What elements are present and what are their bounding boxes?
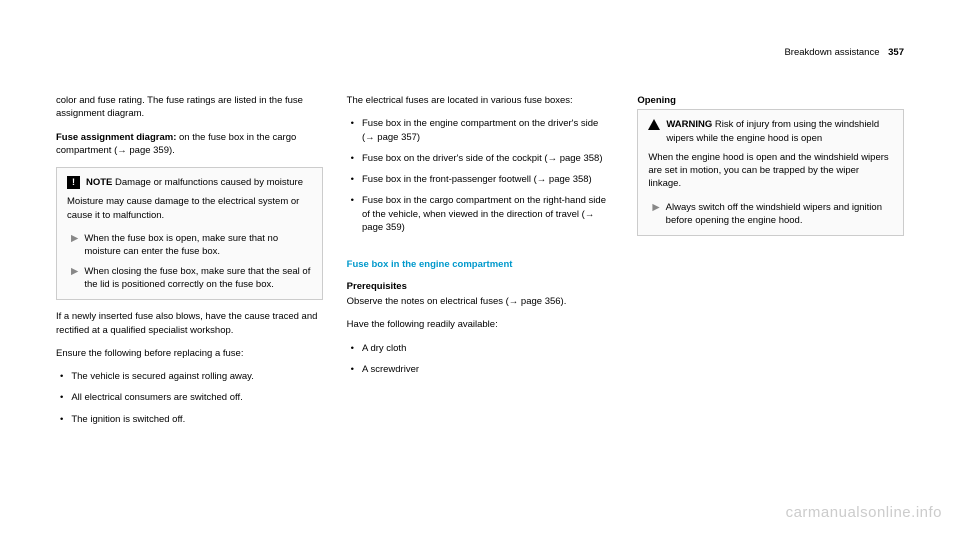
note-icon: ! xyxy=(67,176,80,189)
watermark: carmanualsonline.info xyxy=(786,502,942,523)
chevron-icon: ▶ xyxy=(652,201,659,228)
ready-list: • A dry cloth • A screwdriver xyxy=(347,342,614,377)
ready1-text: A dry cloth xyxy=(362,342,406,355)
loc2-text: Fuse box on the driver's side of the coc… xyxy=(362,152,603,165)
intro-para: color and fuse rating. The fuse ratings … xyxy=(56,94,323,121)
list-item: • Fuse box in the engine compartment on … xyxy=(347,117,614,144)
bullet-icon: • xyxy=(351,117,354,144)
loc3-text: Fuse box in the front-passenger footwell… xyxy=(362,173,592,186)
loc1-text: Fuse box in the engine compartment on th… xyxy=(362,117,613,144)
list-item: • A screwdriver xyxy=(347,363,614,376)
note-header: ! NOTE Damage or malfunctions caused by … xyxy=(67,176,312,189)
note-item-1: ▶ When the fuse box is open, make sure t… xyxy=(67,232,312,259)
warning-header: WARNING Risk of injury from using the wi… xyxy=(648,118,893,145)
assignment-label: Fuse assignment diagram: xyxy=(56,132,176,143)
bullet-icon: • xyxy=(351,363,354,376)
col2-intro: The electrical fuses are located in vari… xyxy=(347,94,614,107)
bullet-icon: • xyxy=(60,413,63,426)
note-body: Moisture may cause damage to the electri… xyxy=(67,195,312,222)
ensure3-text: The ignition is switched off. xyxy=(71,413,185,426)
warning-body: When the engine hood is open and the win… xyxy=(648,151,893,191)
ready-text: Have the following readily available: xyxy=(347,318,614,331)
note-item-2: ▶ When closing the fuse box, make sure t… xyxy=(67,265,312,292)
warning-item-text: Always switch off the windshield wipers … xyxy=(666,201,893,228)
warning-title: WARNING xyxy=(666,119,712,130)
column-1: color and fuse rating. The fuse ratings … xyxy=(56,94,323,436)
ensure2-text: All electrical consumers are switched of… xyxy=(71,391,242,404)
note-header-text: NOTE Damage or malfunctions caused by mo… xyxy=(86,176,303,189)
page-header: Breakdown assistance 357 xyxy=(784,46,904,59)
bullet-icon: • xyxy=(351,152,354,165)
list-item: • Fuse box in the front-passenger footwe… xyxy=(347,173,614,186)
content-columns: color and fuse rating. The fuse ratings … xyxy=(56,94,904,436)
ready2-text: A screwdriver xyxy=(362,363,419,376)
list-item: • A dry cloth xyxy=(347,342,614,355)
warning-box: WARNING Risk of injury from using the wi… xyxy=(637,109,904,236)
bullet-icon: • xyxy=(351,342,354,355)
bullet-icon: • xyxy=(60,370,63,383)
after-note-para: If a newly inserted fuse also blows, hav… xyxy=(56,310,323,337)
note-title-text: Damage or malfunctions caused by moistur… xyxy=(112,177,303,188)
prereq-text: Observe the notes on electrical fuses (→… xyxy=(347,295,614,308)
assignment-para: Fuse assignment diagram: on the fuse box… xyxy=(56,131,323,158)
header-page-number: 357 xyxy=(888,47,904,58)
list-item: • The ignition is switched off. xyxy=(56,413,323,426)
note-item1-text: When the fuse box is open, make sure tha… xyxy=(84,232,311,259)
header-section: Breakdown assistance xyxy=(784,47,879,58)
ensure-heading: Ensure the following before replacing a … xyxy=(56,347,323,360)
ensure1-text: The vehicle is secured against rolling a… xyxy=(71,370,254,383)
opening-heading: Opening xyxy=(637,94,904,107)
list-item: • Fuse box in the cargo compartment on t… xyxy=(347,194,614,234)
warning-header-text: WARNING Risk of injury from using the wi… xyxy=(666,118,893,145)
list-item: • The vehicle is secured against rolling… xyxy=(56,370,323,383)
note-item2-text: When closing the fuse box, make sure tha… xyxy=(84,265,311,292)
bullet-icon: • xyxy=(351,173,354,186)
column-3: Opening WARNING Risk of injury from usin… xyxy=(637,94,904,436)
fuse-box-heading: Fuse box in the engine compartment xyxy=(347,258,614,271)
note-box: ! NOTE Damage or malfunctions caused by … xyxy=(56,167,323,300)
loc4-text: Fuse box in the cargo compartment on the… xyxy=(362,194,613,234)
warning-item: ▶ Always switch off the windshield wiper… xyxy=(648,201,893,228)
prerequisites-label: Prerequisites xyxy=(347,280,614,293)
chevron-icon: ▶ xyxy=(71,265,78,292)
list-item: • Fuse box on the driver's side of the c… xyxy=(347,152,614,165)
ensure-list: • The vehicle is secured against rolling… xyxy=(56,370,323,426)
bullet-icon: • xyxy=(60,391,63,404)
chevron-icon: ▶ xyxy=(71,232,78,259)
location-list: • Fuse box in the engine compartment on … xyxy=(347,117,614,242)
note-title: NOTE xyxy=(86,177,112,188)
warning-triangle-icon xyxy=(648,119,660,130)
bullet-icon: • xyxy=(351,194,354,234)
column-2: The electrical fuses are located in vari… xyxy=(347,94,614,436)
list-item: • All electrical consumers are switched … xyxy=(56,391,323,404)
